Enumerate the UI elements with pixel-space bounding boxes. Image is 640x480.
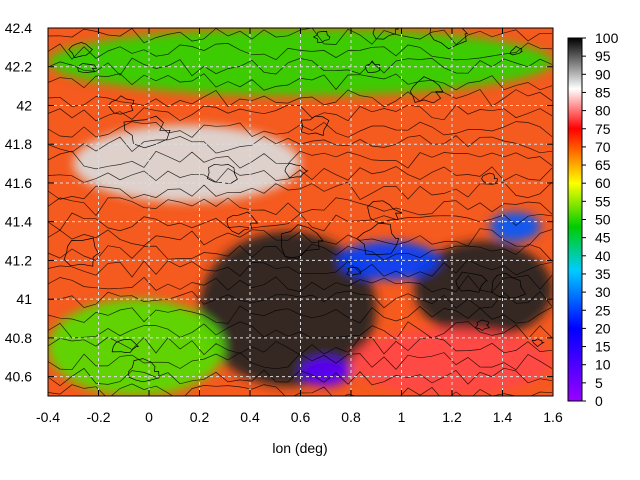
contour-line: [48, 274, 553, 293]
y-tick-label: 41.6: [5, 175, 32, 191]
heatmap-field: [48, 28, 553, 396]
x-tick-label: 1: [398, 409, 406, 425]
colorbar: 0 5 10 15 20 25 30 35 40 45 50 55 60 65 70 75 80 85 90 95 10…: [567, 30, 619, 409]
contour-ring: [481, 172, 498, 185]
contour-line: [48, 88, 553, 108]
contour-ring: [409, 76, 444, 104]
y-tick-label: 42: [16, 97, 32, 113]
y-tick-label: 41.4: [5, 214, 32, 230]
field-white-central-band: [73, 124, 301, 203]
x-tick-label: 0.6: [291, 409, 311, 425]
contour-line: [48, 181, 553, 201]
x-tick-label: 1.4: [493, 409, 513, 425]
colorbar-tick-label: 35: [595, 266, 611, 282]
field-dark-eastern-block: [414, 241, 553, 338]
contour-ring: [367, 200, 403, 223]
y-tick-label: 42.4: [5, 20, 32, 36]
contour-ring: [429, 28, 469, 50]
contour-ring: [372, 28, 399, 40]
y-tick-label: 41.2: [5, 252, 32, 268]
colorbar-tick-label: 65: [595, 157, 611, 173]
colorbar-tick-label: 55: [595, 193, 611, 209]
contour-ring: [346, 267, 362, 277]
contour-ring: [531, 338, 545, 348]
contour-ring: [63, 237, 101, 267]
x-tick-label: 1.6: [543, 409, 563, 425]
colorbar-gradient: [567, 37, 583, 402]
colorbar-tick-label: 15: [595, 339, 611, 355]
y-tick-label: 41.8: [5, 136, 32, 152]
colorbar-tick-label: 30: [595, 284, 611, 300]
contour-line: [48, 212, 553, 232]
field-green-northern-band: [48, 28, 553, 96]
x-tick-label: 0: [145, 409, 153, 425]
contour-ring: [300, 115, 330, 136]
contour-line: [48, 259, 553, 278]
y-axis-ticks: 40.6 40.8 41 41.2 41.4 41.6 41.8 42 42.2 42.4: [5, 20, 553, 385]
x-axis-ticks: -0.4 -0.2 0 0.2 0.4 0.6 0.8 1 1.2 1.4 1.6: [36, 28, 563, 425]
contour-line: [48, 305, 553, 324]
x-tick-label: -0.2: [86, 409, 110, 425]
field-green-southwest-area: [48, 299, 225, 396]
contour-line: [48, 150, 553, 170]
x-tick-label: 1.2: [442, 409, 462, 425]
x-tick-label: 0.8: [341, 409, 361, 425]
field-blue-northeast-patch: [489, 212, 541, 242]
colorbar-tick-label: 85: [595, 84, 611, 100]
contour-ring: [128, 358, 160, 383]
colorbar-tick-label: 75: [595, 121, 611, 137]
field-sea-red-area: [351, 328, 553, 396]
colorbar-tick-label: 100: [595, 30, 619, 46]
colorbar-tick-label: 90: [595, 66, 611, 82]
grid-lines: [48, 28, 553, 396]
x-tick-label: -0.4: [36, 409, 60, 425]
colorbar-tick-label: 50: [595, 212, 611, 228]
contour-ring: [491, 272, 527, 299]
contour-ring: [474, 319, 491, 331]
colorbar-tick-label: 70: [595, 139, 611, 155]
contour-ring: [312, 31, 331, 43]
contour-ring: [123, 115, 171, 149]
field-purple-minimum-patch: [300, 357, 351, 387]
colorbar-tick-label: 40: [595, 248, 611, 264]
contour-ring: [509, 45, 524, 56]
x-axis-label: lon (deg): [272, 440, 327, 456]
colorbar-tick-label: 80: [595, 103, 611, 119]
y-tick-label: 40.8: [5, 330, 32, 346]
contour-line: [48, 166, 553, 183]
colorbar-ticks: 0 5 10 15 20 25 30 35 40 45 50 55 60 65 70 75 80 85 90 95 10…: [582, 30, 619, 409]
contour-ring: [68, 42, 94, 59]
colorbar-tick-label: 45: [595, 230, 611, 246]
contour-ring: [111, 339, 140, 353]
contour-ring: [226, 211, 259, 235]
y-tick-label: 40.6: [5, 369, 32, 385]
x-tick-label: 0.2: [190, 409, 210, 425]
colorbar-tick-label: 60: [595, 175, 611, 191]
contour-ring: [364, 60, 381, 73]
x-tick-label: 0.4: [240, 409, 260, 425]
colorbar-tick-label: 25: [595, 302, 611, 318]
contour-ring: [356, 222, 400, 255]
contour-line: [48, 321, 553, 340]
colorbar-tick-label: 20: [595, 320, 611, 336]
contour-ring: [280, 224, 324, 259]
contour-ring: [206, 163, 238, 184]
contour-ring: [284, 162, 309, 179]
colorbar-tick-label: 5: [595, 375, 603, 391]
y-tick-label: 41: [16, 291, 32, 307]
contour-ring: [107, 95, 135, 115]
colorbar-tick-label: 10: [595, 357, 611, 373]
contour-line: [48, 42, 553, 61]
plot-area: [48, 28, 553, 396]
colorbar-tick-label: 95: [595, 48, 611, 64]
y-tick-label: 42.2: [5, 59, 32, 75]
contour-ring: [455, 271, 488, 293]
colorbar-tick-label: 0: [595, 393, 603, 409]
